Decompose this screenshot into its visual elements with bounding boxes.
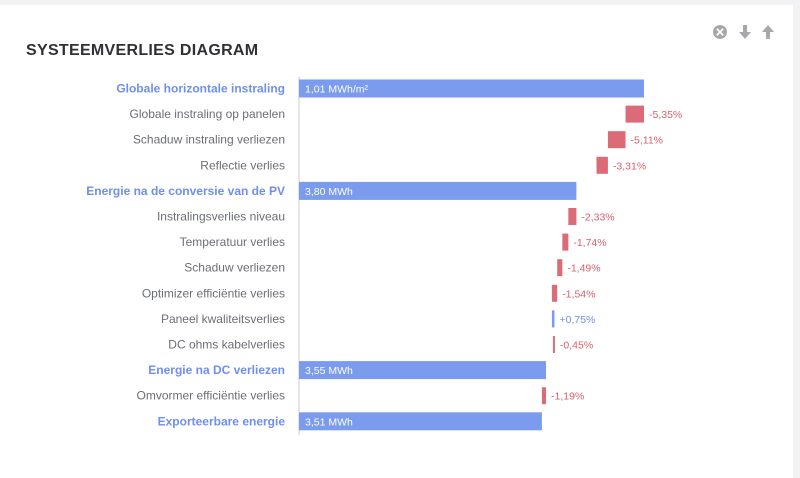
loss-bar[interactable]	[541, 387, 547, 405]
category-label: DC ohms kabelverlies	[168, 338, 285, 352]
bar-value-label: -3,31%	[613, 160, 646, 172]
gain-bar[interactable]	[551, 310, 555, 328]
total-bar[interactable]	[299, 79, 644, 98]
close-circle-icon[interactable]	[712, 24, 728, 40]
loss-bar[interactable]	[552, 336, 555, 353]
bar-value-label: -2,33%	[581, 212, 614, 224]
loss-bar[interactable]	[557, 259, 563, 277]
category-label: Temperatuur verlies	[180, 235, 285, 249]
arrow-down-icon[interactable]	[737, 24, 753, 40]
bar-value-label: -5,11%	[631, 135, 664, 147]
category-label: Globale instraling op panelen	[130, 107, 285, 121]
category-label: Reflectie verlies	[200, 158, 285, 172]
loss-bar[interactable]	[625, 105, 644, 123]
category-label: Globale horizontale instraling	[116, 82, 285, 96]
bar-value-label: -1,19%	[551, 391, 584, 403]
total-bar[interactable]	[299, 412, 542, 431]
category-label: Energie na DC verliezen	[148, 363, 285, 377]
category-label: Schaduw verliezen	[184, 261, 285, 275]
panel-actions	[712, 24, 778, 42]
bar-value-label: -1,54%	[562, 288, 595, 300]
category-label: Energie na de conversie van de PV	[86, 184, 285, 198]
category-label: Paneel kwaliteitsverlies	[161, 312, 285, 326]
total-bar[interactable]	[299, 181, 577, 200]
bar-value-label: -1,74%	[573, 237, 606, 249]
loss-bar[interactable]	[607, 131, 626, 149]
loss-bar[interactable]	[596, 156, 608, 174]
category-label: Instralingsverlies niveau	[157, 210, 285, 224]
bar-value-label: 3,55 MWh	[305, 365, 353, 377]
bar-value-label: 3,51 MWh	[305, 416, 353, 428]
loss-bar[interactable]	[551, 284, 558, 302]
bar-value-label: -1,49%	[567, 263, 600, 275]
loss-bar[interactable]	[568, 208, 577, 225]
bar-value-label: +0,75%	[559, 314, 595, 326]
category-label: Optimizer efficiëntie verlies	[142, 286, 285, 300]
bar-value-label: 1,01 MWh/m²	[305, 84, 369, 96]
category-label: Schaduw instraling verliezen	[133, 133, 285, 147]
loss-bar[interactable]	[562, 233, 569, 251]
bar-value-label: -0,45%	[560, 340, 593, 352]
bar-value-label: 3,80 MWh	[305, 186, 353, 198]
bar-value-label: -5,35%	[649, 109, 682, 121]
arrow-up-icon[interactable]	[760, 24, 776, 40]
panel-title: SYSTEEMVERLIES DIAGRAM	[26, 42, 259, 59]
category-label: Omvormer efficiëntie verlies	[137, 389, 286, 403]
total-bar[interactable]	[299, 361, 547, 380]
category-label: Exporteerbare energie	[158, 414, 286, 428]
